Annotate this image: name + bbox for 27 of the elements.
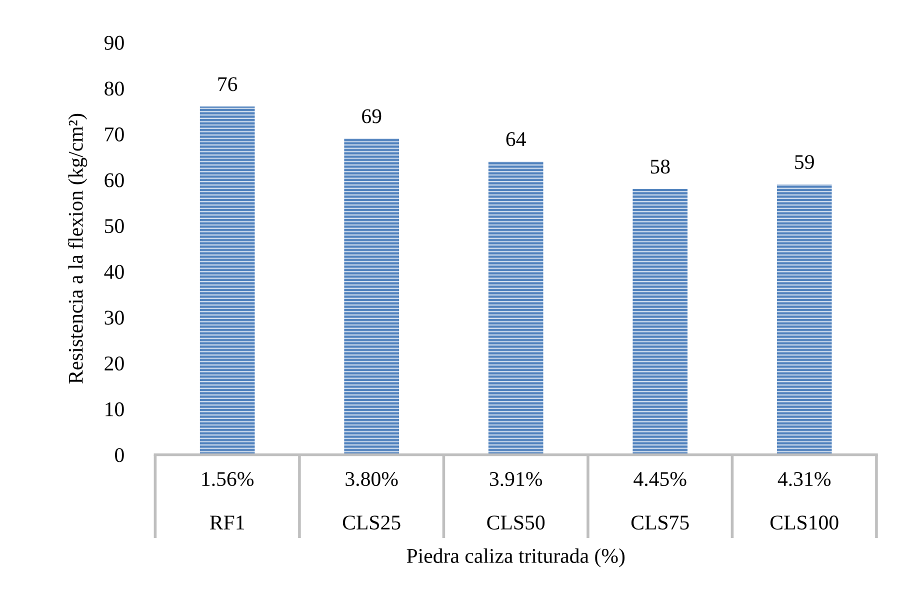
y-tick-label: 0 xyxy=(115,448,124,462)
y-tick-label: 50 xyxy=(105,219,124,234)
data-label: 64 xyxy=(506,132,526,146)
category-label: 4.31% CLS100 xyxy=(770,472,838,530)
bar xyxy=(344,138,399,455)
y-tick-label: 20 xyxy=(104,356,124,371)
bar xyxy=(632,189,688,455)
y-tick-label: 80 xyxy=(104,82,124,96)
y-tick-label: 70 xyxy=(105,127,124,142)
y-tick-label: 10 xyxy=(106,402,124,416)
bar xyxy=(200,106,255,455)
y-tick-label: 60 xyxy=(104,173,124,188)
category-label: 4.45% CLS75 xyxy=(631,472,689,530)
bar xyxy=(488,162,544,455)
y-axis-title: Resistencia a la flexion (kg/cm²) xyxy=(68,114,88,384)
category-label: 1.56% RF1 xyxy=(202,472,254,530)
y-tick-label: 90 xyxy=(104,36,124,50)
data-label: 59 xyxy=(795,155,814,170)
category-label: 3.91% CLS50 xyxy=(487,472,545,530)
data-label: 58 xyxy=(650,160,670,174)
category-label: 3.80% CLS25 xyxy=(342,472,400,530)
x-axis-title: Piedra caliza triturada (%) xyxy=(406,548,625,568)
y-tick-label: 30 xyxy=(104,310,124,325)
data-label: 69 xyxy=(362,109,382,124)
bar xyxy=(776,184,832,455)
y-tick-label: 40 xyxy=(104,264,124,279)
data-label: 76 xyxy=(218,77,238,92)
